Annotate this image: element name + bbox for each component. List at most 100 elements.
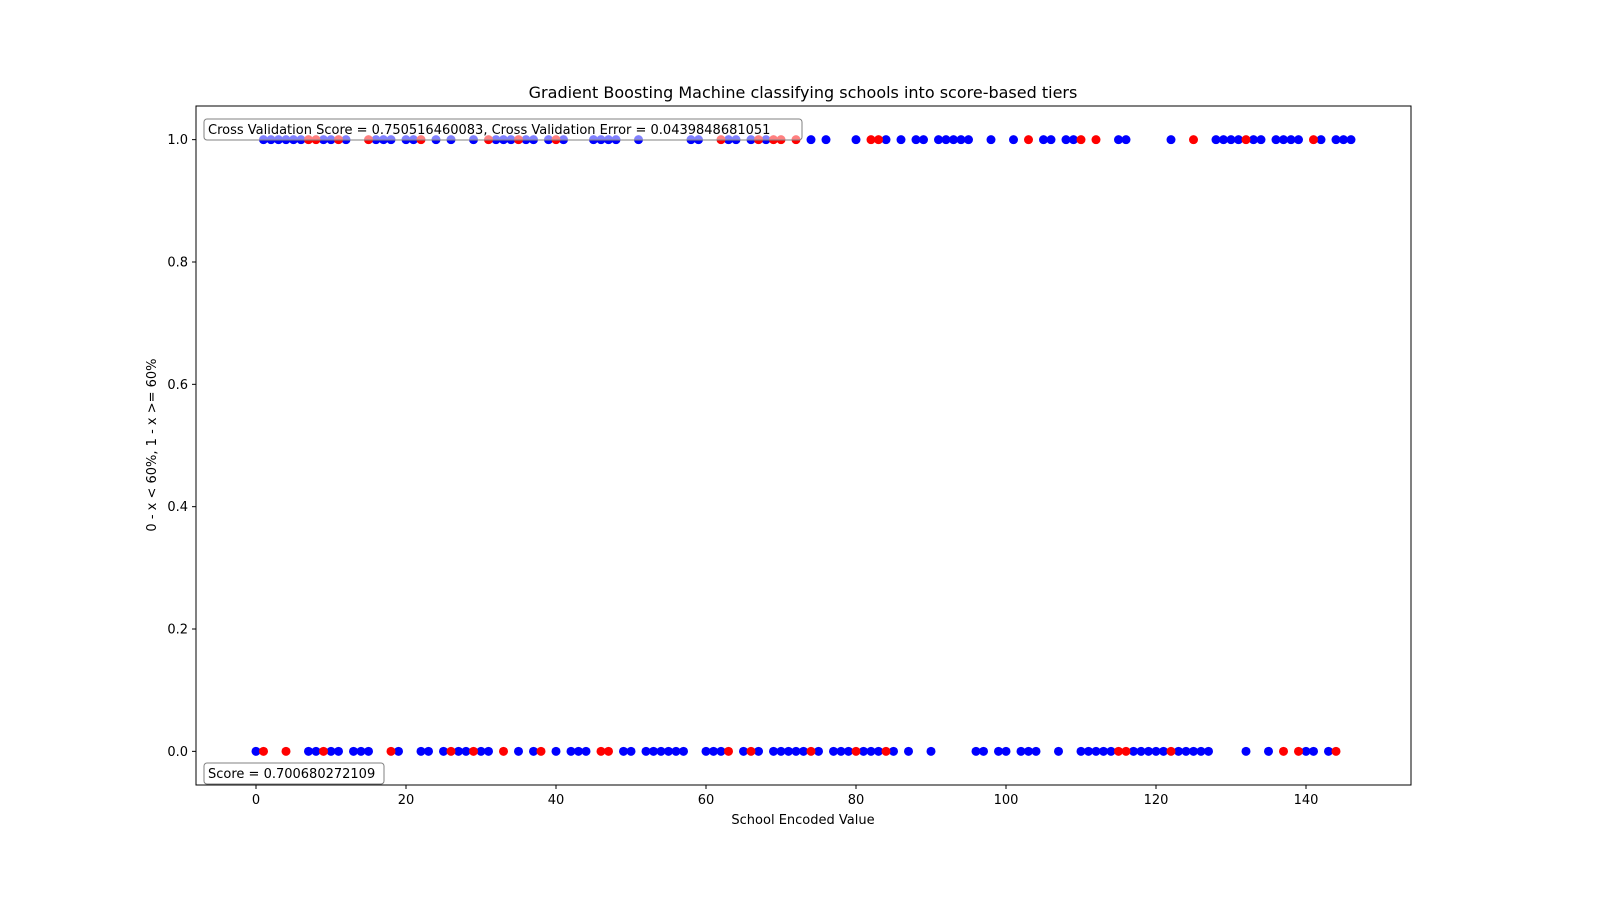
data-point-blue <box>454 746 463 756</box>
data-point-blue <box>1324 746 1333 756</box>
data-point-blue <box>1219 135 1228 145</box>
data-point-blue <box>1136 746 1146 756</box>
data-point-red <box>386 746 396 756</box>
data-point-red <box>469 746 478 756</box>
data-point-blue <box>1294 135 1303 145</box>
data-point-red <box>1241 135 1251 145</box>
data-point-red <box>724 746 733 756</box>
data-point-red <box>1121 746 1131 756</box>
data-point-blue <box>956 135 966 145</box>
data-point-blue <box>1346 135 1356 145</box>
data-point-blue <box>1061 135 1071 145</box>
data-point-blue <box>1249 135 1258 145</box>
score-annotation: Score = 0.700680272109 <box>203 762 385 785</box>
y-tick-label: 0.0 <box>167 745 188 760</box>
data-point-blue <box>656 746 666 756</box>
data-point-blue <box>626 746 636 756</box>
y-axis-label: 0 - x < 60%, 1 - x >= 60% <box>145 358 160 531</box>
data-point-blue <box>829 746 838 756</box>
y-tick-label: 0.6 <box>167 378 188 393</box>
x-tick-label: 20 <box>398 793 415 808</box>
data-point-red <box>1189 135 1198 145</box>
data-point-blue <box>911 135 921 145</box>
data-point-blue <box>664 746 673 756</box>
data-point-blue <box>896 135 906 145</box>
data-point-blue <box>416 746 426 756</box>
data-point-red <box>319 746 328 756</box>
data-point-blue <box>919 135 928 145</box>
data-point-red <box>806 746 816 756</box>
data-point-blue <box>1264 746 1273 756</box>
data-point-blue <box>1016 746 1026 756</box>
data-point-blue <box>1106 746 1116 756</box>
data-point-red <box>881 746 891 756</box>
data-point-red <box>499 746 508 756</box>
score-text: Score = 0.700680272109 <box>208 767 375 782</box>
data-point-blue <box>251 746 261 756</box>
data-point-blue <box>574 746 583 756</box>
data-point-blue <box>304 746 313 756</box>
data-point-blue <box>971 746 981 756</box>
data-point-blue <box>1204 746 1213 756</box>
x-tick-label: 120 <box>1144 793 1169 808</box>
data-point-blue <box>1226 135 1236 145</box>
data-point-blue <box>769 746 778 756</box>
data-point-blue <box>311 746 321 756</box>
data-point-blue <box>566 746 576 756</box>
data-point-blue <box>484 746 493 756</box>
plot-frame <box>195 105 1412 786</box>
data-point-blue <box>1039 135 1048 145</box>
data-point-blue <box>461 746 471 756</box>
data-point-blue <box>979 746 988 756</box>
x-tick-label: 60 <box>698 793 715 808</box>
x-tick-label: 0 <box>252 793 260 808</box>
data-point-blue <box>934 135 943 145</box>
data-point-blue <box>649 746 658 756</box>
data-point-blue <box>551 746 561 756</box>
data-point-blue <box>986 135 996 145</box>
data-point-blue <box>439 746 448 756</box>
data-point-blue <box>814 746 823 756</box>
data-point-blue <box>866 746 876 756</box>
data-point-blue <box>1144 746 1153 756</box>
data-point-blue <box>1316 135 1326 145</box>
data-point-blue <box>476 746 486 756</box>
data-point-red <box>866 135 876 145</box>
data-point-red <box>1076 135 1086 145</box>
data-point-blue <box>1024 746 1033 756</box>
y-tick-label: 0.4 <box>167 500 188 515</box>
data-point-blue <box>739 746 748 756</box>
data-point-blue <box>1129 746 1138 756</box>
data-point-blue <box>1069 135 1078 145</box>
data-point-blue <box>806 135 816 145</box>
data-point-red <box>1091 135 1101 145</box>
y-axis-ticks: 0.0 0.2 0.4 0.6 0.8 1.0 <box>167 133 196 760</box>
data-point-blue <box>1001 746 1011 756</box>
data-point-blue <box>949 135 958 145</box>
data-point-red <box>874 135 883 145</box>
data-point-blue <box>791 746 801 756</box>
data-point-blue <box>941 135 951 145</box>
data-point-blue <box>334 746 343 756</box>
data-point-blue <box>424 746 433 756</box>
data-point-blue <box>1174 746 1183 756</box>
data-point-blue <box>926 746 936 756</box>
x-tick-label: 40 <box>548 793 565 808</box>
data-point-blue <box>529 746 538 756</box>
data-point-blue <box>1196 746 1206 756</box>
data-point-red <box>1331 746 1341 756</box>
cross-validation-text: Cross Validation Score = 0.750516460083,… <box>208 123 770 138</box>
data-point-blue <box>836 746 846 756</box>
y-tick-label: 1.0 <box>167 133 188 148</box>
x-tick-label: 80 <box>848 793 865 808</box>
data-point-blue <box>1181 746 1191 756</box>
y-tick-label: 0.8 <box>167 255 188 270</box>
data-point-blue <box>776 746 786 756</box>
data-point-blue <box>881 135 891 145</box>
data-point-blue <box>1309 746 1318 756</box>
data-point-blue <box>1211 135 1221 145</box>
data-point-blue <box>889 746 898 756</box>
data-point-blue <box>1091 746 1101 756</box>
data-point-blue <box>349 746 358 756</box>
